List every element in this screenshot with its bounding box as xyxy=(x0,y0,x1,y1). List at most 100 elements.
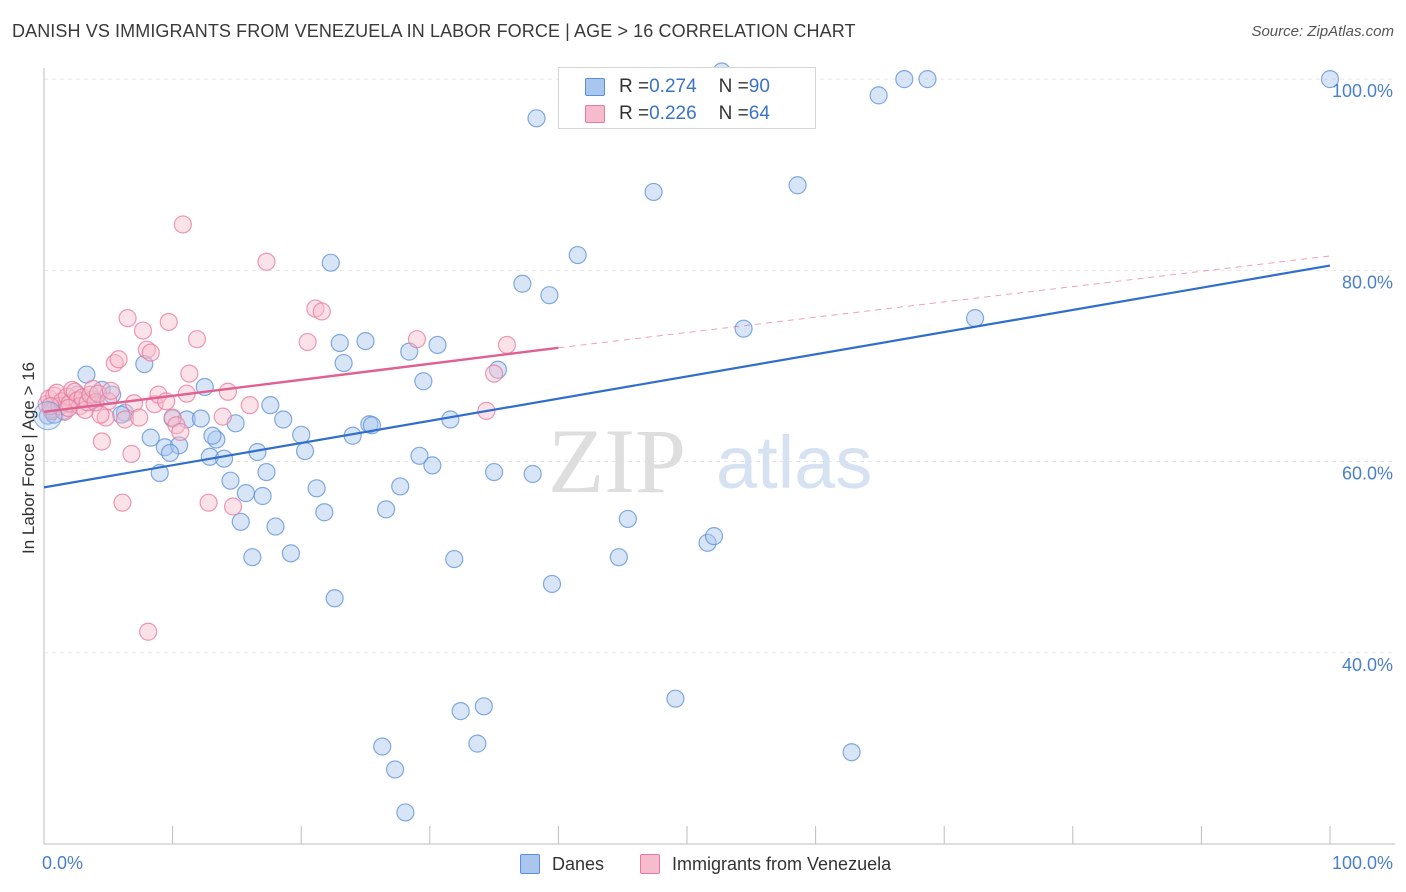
watermark-atlas: atlas xyxy=(716,421,872,504)
point-danes xyxy=(191,409,210,428)
legend-swatch-venezuela xyxy=(585,105,605,123)
point-venezuela xyxy=(485,364,504,383)
point-danes xyxy=(527,109,546,128)
legend-r-value: 0.226 xyxy=(649,103,697,124)
point-danes xyxy=(1320,70,1340,89)
point-danes xyxy=(295,441,315,461)
point-danes xyxy=(428,335,447,355)
point-danes xyxy=(704,527,724,546)
point-danes xyxy=(734,319,753,338)
point-danes xyxy=(414,372,433,391)
series-legend-venezuela: Immigrants from Venezuela xyxy=(640,852,891,876)
point-danes xyxy=(540,286,559,305)
point-danes xyxy=(468,734,487,753)
axes xyxy=(43,68,1395,845)
point-danes xyxy=(895,70,914,89)
legend-n-value: 90 xyxy=(748,76,770,97)
point-venezuela xyxy=(130,408,149,427)
point-venezuela xyxy=(497,335,517,355)
point-danes xyxy=(788,176,807,195)
point-danes xyxy=(373,737,392,756)
point-danes xyxy=(236,484,256,503)
point-danes xyxy=(292,425,311,444)
chart-title: DANISH VS IMMIGRANTS FROM VENEZUELA IN L… xyxy=(12,21,856,41)
point-danes xyxy=(321,253,340,272)
point-danes xyxy=(261,396,280,415)
point-danes xyxy=(918,70,937,89)
point-venezuela xyxy=(109,350,128,369)
x-tick-label: 100.0% xyxy=(1332,853,1393,873)
point-venezuela xyxy=(145,395,164,414)
point-venezuela xyxy=(92,432,111,451)
legend-n-label: N = xyxy=(718,103,749,124)
trend-line-danes xyxy=(43,264,1331,489)
point-venezuela xyxy=(159,312,178,332)
trend-lines xyxy=(43,255,1331,489)
data-points xyxy=(33,62,1340,822)
point-danes xyxy=(618,509,637,529)
series-swatch-venezuela xyxy=(640,854,660,874)
point-danes xyxy=(231,512,250,531)
point-danes xyxy=(253,486,272,506)
point-venezuela xyxy=(113,493,132,512)
trend-line-venezuela xyxy=(43,346,559,414)
point-danes xyxy=(281,544,301,563)
series-swatch-danes xyxy=(520,854,540,874)
point-venezuela xyxy=(115,410,135,429)
watermark-zip: ZIP xyxy=(548,410,686,512)
point-venezuela xyxy=(199,493,218,512)
point-danes xyxy=(474,697,493,716)
legend-row-danes: R = 0.274 N = 90 xyxy=(585,76,770,98)
point-danes xyxy=(523,464,542,484)
point-venezuela xyxy=(101,381,120,400)
legend-n-label: N = xyxy=(718,76,749,97)
y-tick-label: 40.0% xyxy=(1342,655,1393,675)
point-venezuela xyxy=(298,332,317,352)
point-danes xyxy=(385,760,405,779)
point-venezuela xyxy=(312,302,331,321)
point-venezuela xyxy=(407,330,427,349)
point-danes xyxy=(965,309,985,328)
point-danes xyxy=(644,182,663,202)
point-danes xyxy=(396,803,415,822)
gridlines xyxy=(44,78,1395,654)
point-danes xyxy=(609,548,628,567)
point-danes xyxy=(869,86,888,105)
point-danes xyxy=(842,743,861,762)
legend-row-venezuela: R = 0.226 N = 64 xyxy=(585,103,770,125)
source-credit: Source: ZipAtlas.com xyxy=(1251,23,1394,40)
y-tick-label: 80.0% xyxy=(1342,272,1393,292)
y-axis-label: In Labor Force | Age > 16 xyxy=(19,362,38,554)
point-venezuela xyxy=(122,444,141,464)
point-danes xyxy=(666,689,685,708)
legend-swatch-danes xyxy=(585,78,605,96)
point-danes xyxy=(445,549,464,569)
point-danes xyxy=(274,410,293,429)
point-danes xyxy=(141,428,160,447)
legend-n-value: 64 xyxy=(748,103,770,124)
point-danes xyxy=(376,500,396,519)
point-venezuela xyxy=(187,330,207,349)
point-danes xyxy=(266,517,285,536)
point-danes xyxy=(135,354,154,374)
y-tick-label: 60.0% xyxy=(1342,464,1393,484)
series-label-venezuela: Immigrants from Venezuela xyxy=(672,853,892,874)
point-danes xyxy=(513,274,532,293)
point-venezuela xyxy=(139,622,158,641)
point-danes xyxy=(568,245,587,265)
watermark: ZIP atlas xyxy=(548,410,872,512)
point-danes xyxy=(542,574,562,594)
point-danes xyxy=(155,438,174,457)
point-danes xyxy=(391,477,410,496)
point-danes xyxy=(243,548,262,567)
point-danes xyxy=(257,462,276,482)
point-danes xyxy=(160,443,180,463)
trend-extension-venezuela xyxy=(558,255,1331,349)
point-venezuela xyxy=(213,407,232,426)
x-tick-label: 0.0% xyxy=(42,853,83,873)
point-danes xyxy=(441,410,460,429)
point-danes xyxy=(451,702,470,721)
legend-r-label: R = xyxy=(619,76,650,97)
y-tick-label: 100.0% xyxy=(1332,81,1393,101)
